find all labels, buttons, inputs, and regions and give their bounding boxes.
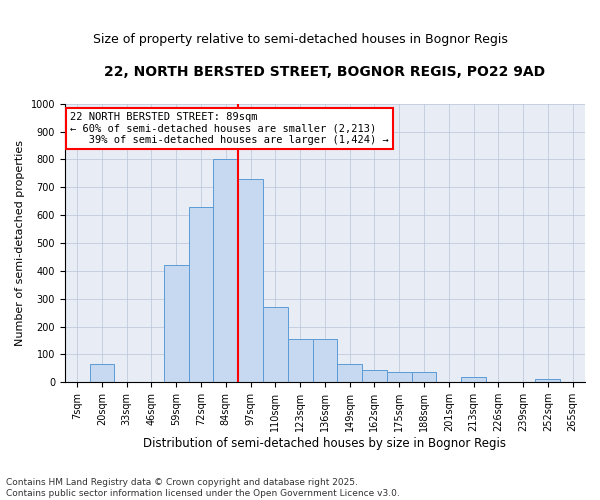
- Bar: [214, 160, 238, 382]
- Bar: [263, 307, 288, 382]
- Bar: [89, 364, 115, 382]
- Bar: [535, 380, 560, 382]
- X-axis label: Distribution of semi-detached houses by size in Bognor Regis: Distribution of semi-detached houses by …: [143, 437, 506, 450]
- Text: 22 NORTH BERSTED STREET: 89sqm
← 60% of semi-detached houses are smaller (2,213): 22 NORTH BERSTED STREET: 89sqm ← 60% of …: [70, 112, 389, 146]
- Bar: [313, 339, 337, 382]
- Bar: [164, 266, 188, 382]
- Title: 22, NORTH BERSTED STREET, BOGNOR REGIS, PO22 9AD: 22, NORTH BERSTED STREET, BOGNOR REGIS, …: [104, 65, 545, 79]
- Bar: [238, 179, 263, 382]
- Bar: [288, 339, 313, 382]
- Bar: [188, 207, 214, 382]
- Text: Size of property relative to semi-detached houses in Bognor Regis: Size of property relative to semi-detach…: [92, 32, 508, 46]
- Bar: [412, 372, 436, 382]
- Bar: [461, 376, 486, 382]
- Bar: [362, 370, 387, 382]
- Y-axis label: Number of semi-detached properties: Number of semi-detached properties: [15, 140, 25, 346]
- Bar: [337, 364, 362, 382]
- Bar: [387, 372, 412, 382]
- Text: Contains HM Land Registry data © Crown copyright and database right 2025.
Contai: Contains HM Land Registry data © Crown c…: [6, 478, 400, 498]
